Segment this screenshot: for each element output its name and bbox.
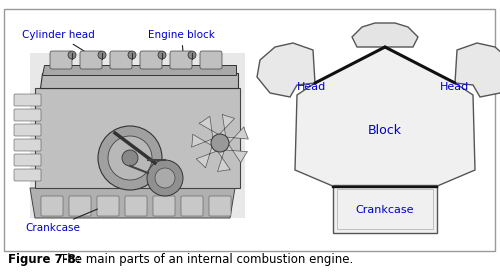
Circle shape: [98, 51, 106, 59]
Text: Cylinder head: Cylinder head: [22, 30, 98, 60]
Polygon shape: [30, 53, 245, 218]
Polygon shape: [257, 43, 315, 97]
Circle shape: [155, 168, 175, 188]
FancyBboxPatch shape: [4, 9, 495, 251]
Polygon shape: [224, 143, 248, 163]
Text: Head: Head: [297, 82, 326, 92]
FancyBboxPatch shape: [110, 51, 132, 69]
FancyBboxPatch shape: [41, 196, 63, 216]
Bar: [333, 185, 437, 233]
Polygon shape: [217, 150, 230, 171]
Circle shape: [158, 51, 166, 59]
Polygon shape: [196, 145, 218, 168]
FancyBboxPatch shape: [50, 51, 72, 69]
FancyBboxPatch shape: [125, 196, 147, 216]
FancyBboxPatch shape: [153, 196, 175, 216]
Circle shape: [147, 160, 183, 196]
Text: The main parts of an internal combustion engine.: The main parts of an internal combustion…: [60, 254, 353, 266]
FancyBboxPatch shape: [200, 51, 222, 69]
FancyBboxPatch shape: [181, 196, 203, 216]
Circle shape: [211, 134, 229, 152]
Polygon shape: [199, 116, 220, 139]
Polygon shape: [218, 114, 234, 138]
Circle shape: [68, 51, 76, 59]
FancyBboxPatch shape: [14, 169, 41, 181]
FancyBboxPatch shape: [14, 154, 41, 166]
Text: Block: Block: [368, 123, 402, 136]
FancyBboxPatch shape: [140, 51, 162, 69]
Polygon shape: [40, 73, 238, 88]
FancyBboxPatch shape: [14, 124, 41, 136]
Circle shape: [98, 126, 162, 190]
Polygon shape: [295, 47, 475, 187]
Polygon shape: [42, 65, 236, 75]
Polygon shape: [226, 127, 248, 144]
Bar: [337, 189, 433, 229]
Circle shape: [122, 150, 138, 166]
Polygon shape: [35, 88, 240, 188]
Text: Crankcase: Crankcase: [25, 209, 98, 233]
FancyBboxPatch shape: [14, 139, 41, 151]
FancyBboxPatch shape: [209, 196, 231, 216]
Circle shape: [108, 136, 152, 180]
Polygon shape: [455, 43, 500, 97]
Text: Head: Head: [440, 82, 469, 92]
Text: Engine block: Engine block: [148, 30, 215, 70]
Circle shape: [188, 51, 196, 59]
Text: Figure 7-8:: Figure 7-8:: [8, 254, 81, 266]
FancyBboxPatch shape: [69, 196, 91, 216]
Text: Crankcase: Crankcase: [356, 205, 414, 215]
FancyBboxPatch shape: [14, 94, 41, 106]
Polygon shape: [30, 188, 235, 218]
Polygon shape: [352, 23, 418, 47]
Polygon shape: [192, 134, 214, 147]
FancyBboxPatch shape: [97, 196, 119, 216]
FancyBboxPatch shape: [80, 51, 102, 69]
FancyBboxPatch shape: [14, 109, 41, 121]
FancyBboxPatch shape: [170, 51, 192, 69]
Circle shape: [128, 51, 136, 59]
